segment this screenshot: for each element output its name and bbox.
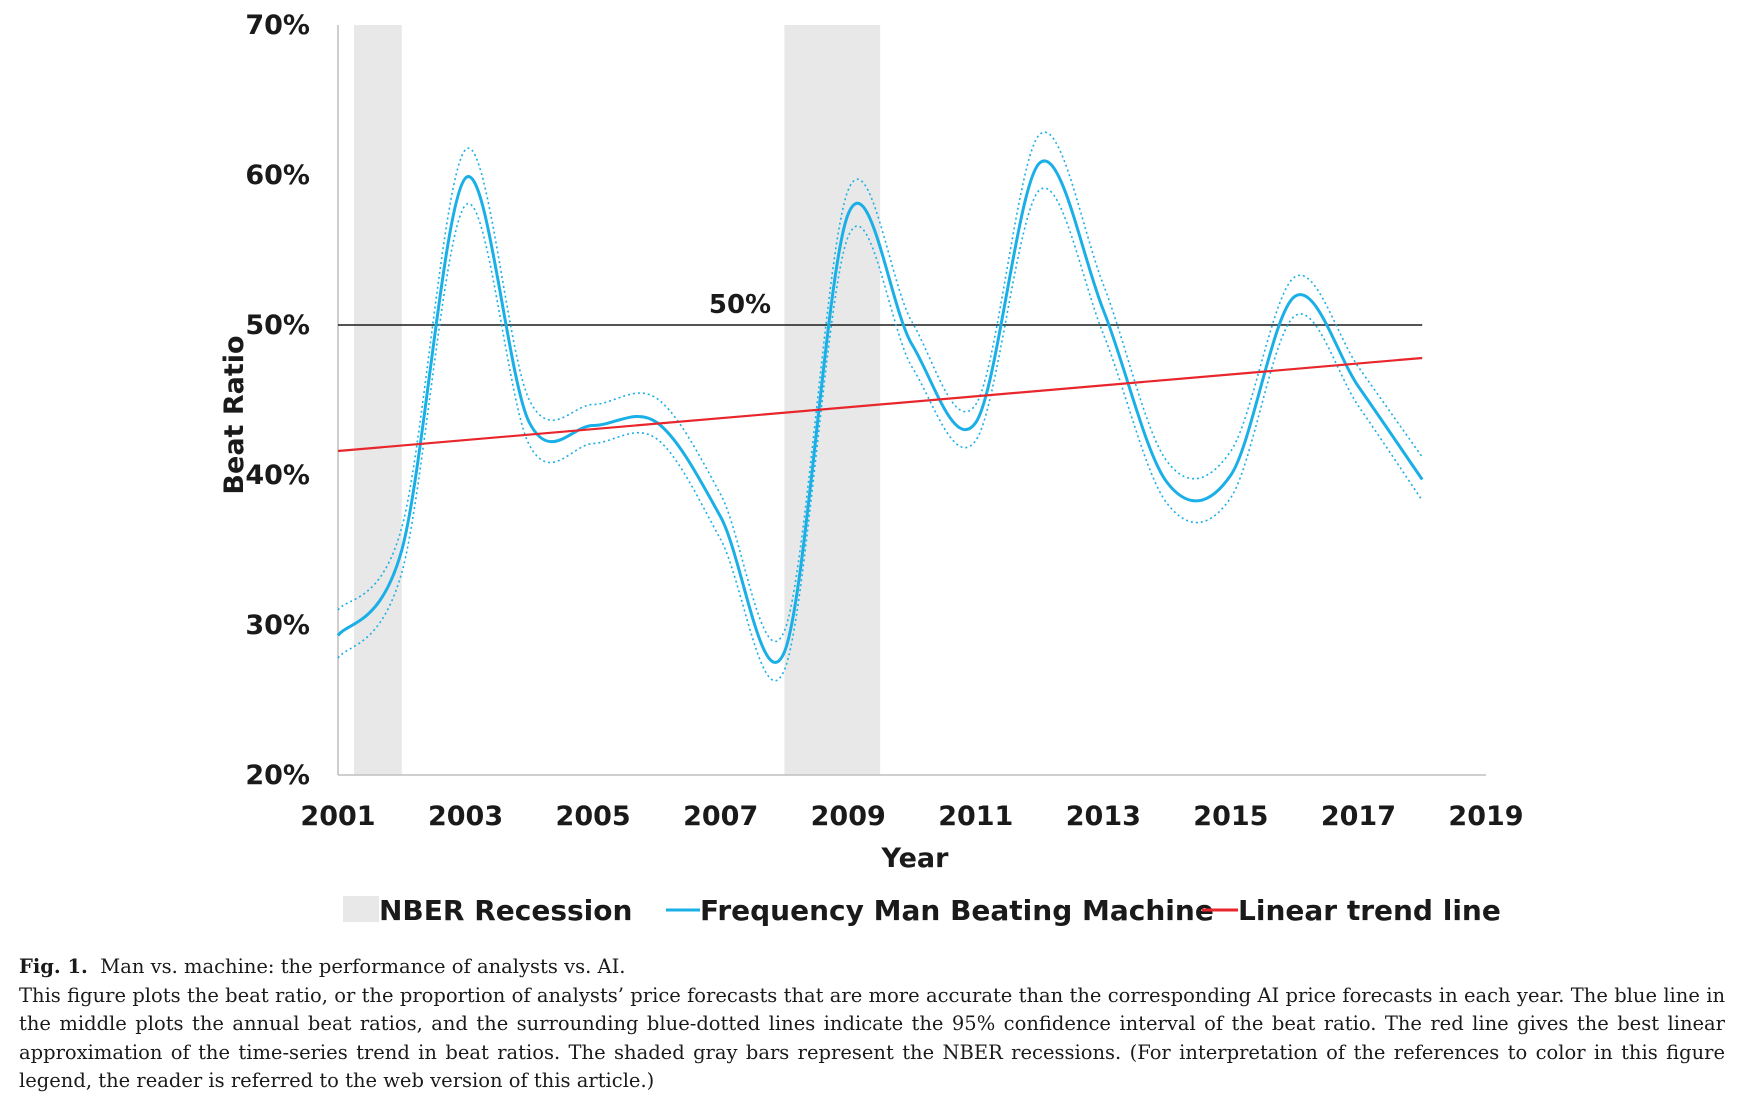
ci-lower-line bbox=[337, 187, 1423, 682]
legend-beat-label: Frequency Man Beating Machine bbox=[700, 894, 1214, 927]
y-tick-50pct: 50% bbox=[245, 310, 310, 341]
legend-recession-label: NBER Recession bbox=[379, 894, 632, 927]
beat-ratio-lines bbox=[336, 131, 1424, 682]
legend-trend-label: Linear trend line bbox=[1238, 894, 1501, 927]
x-tick-2009: 2009 bbox=[811, 801, 886, 832]
y-tick-40pct: 40% bbox=[245, 460, 310, 491]
y-tick-70pct: 70% bbox=[245, 10, 310, 41]
x-tick-2013: 2013 bbox=[1066, 801, 1141, 832]
caption-label: Fig. 1. bbox=[19, 955, 88, 978]
y-tick-30pct: 30% bbox=[245, 610, 310, 641]
caption-body: This figure plots the beat ratio, or the… bbox=[19, 983, 1725, 1093]
y-tick-20pct: 20% bbox=[245, 760, 310, 791]
x-tick-2017: 2017 bbox=[1321, 801, 1396, 832]
x-tick-2001: 2001 bbox=[300, 801, 375, 832]
x-tick-2005: 2005 bbox=[556, 801, 631, 832]
fifty-percent-annotation: 50% bbox=[709, 290, 771, 320]
caption-heading: Fig. 1. Man vs. machine: the performance… bbox=[19, 953, 1725, 982]
x-tick-2015: 2015 bbox=[1193, 801, 1268, 832]
axes bbox=[337, 25, 1486, 776]
legend-recession-swatch bbox=[343, 896, 379, 922]
x-tick-2011: 2011 bbox=[938, 801, 1013, 832]
beat-ratio-line bbox=[336, 159, 1424, 664]
x-tick-2003: 2003 bbox=[428, 801, 503, 832]
linear-trend-line bbox=[337, 356, 1423, 453]
legend: NBER Recession Frequency Man Beating Mac… bbox=[343, 894, 1501, 927]
x-axis-title: Year bbox=[881, 843, 950, 874]
y-axis-title: Beat Ratio bbox=[219, 335, 250, 494]
beat-ratio-chart: 2001 2003 2005 2007 2009 2011 2013 2015 2017 2019… bbox=[219, 10, 1524, 927]
y-tick-60pct: 60% bbox=[245, 160, 310, 191]
ci-upper-line bbox=[337, 131, 1423, 643]
caption-title: Man vs. machine: the performance of anal… bbox=[100, 955, 626, 978]
recession-bands bbox=[353, 25, 881, 775]
x-tick-2007: 2007 bbox=[683, 801, 758, 832]
recession-band-2 bbox=[784, 25, 881, 775]
tick-labels: 2001 2003 2005 2007 2009 2011 2013 2015 2017 2019… bbox=[245, 10, 1523, 832]
recession-band-1 bbox=[353, 25, 402, 775]
x-tick-2019: 2019 bbox=[1448, 801, 1523, 832]
figure-caption: Fig. 1. Man vs. machine: the performance… bbox=[19, 953, 1725, 1096]
